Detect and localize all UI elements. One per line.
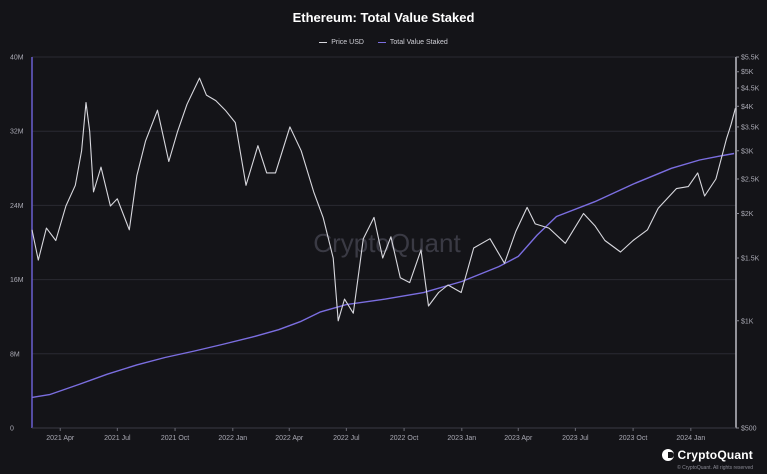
right-axis-tick-label: $500 — [741, 426, 757, 433]
cryptoquant-logo-icon — [662, 449, 675, 461]
brand-logo: CryptoQuant — [662, 448, 753, 462]
x-axis-tick-label: 2023 Oct — [619, 435, 647, 442]
right-axis-tick-label: $3.5K — [741, 124, 760, 131]
right-axis-tick-label: $4K — [741, 104, 754, 111]
right-axis-tick-label: $5.5K — [741, 55, 760, 62]
chart-legend: Price USD Total Value Staked — [0, 38, 767, 46]
watermark-text: CryptoQuant — [313, 228, 461, 258]
legend-label-staked: Total Value Staked — [389, 39, 448, 46]
x-axis-tick-label: 2022 Jan — [218, 435, 247, 442]
left-axis-tick-label: 8M — [10, 351, 20, 358]
x-axis-tick-label: 2023 Jan — [447, 435, 476, 442]
x-axis-tick-label: 2021 Jul — [104, 435, 131, 442]
right-axis-tick-label: $1K — [741, 318, 754, 325]
left-axis-tick-label: 16M — [10, 277, 24, 284]
x-axis-tick-label: 2022 Jul — [333, 435, 360, 442]
right-axis-tick-label: $2K — [741, 211, 754, 218]
x-axis-tick-label: 2023 Apr — [504, 435, 533, 442]
series-line-price-usd — [31, 77, 736, 322]
chart-title: Ethereum: Total Value Staked — [292, 10, 475, 25]
legend-item-price[interactable]: Price USD — [319, 39, 364, 46]
legend-swatch-price — [319, 42, 328, 43]
left-axis-tick-label: 40M — [10, 55, 24, 62]
x-axis-tick-label: 2024 Jan — [676, 435, 705, 442]
left-axis-tick-label: 24M — [10, 203, 24, 210]
left-axis-tick-label: 0 — [10, 426, 14, 433]
left-axis-tick-label: 32M — [10, 129, 24, 136]
x-axis-tick-label: 2023 Jul — [562, 435, 589, 442]
right-axis-tick-label: $1.5K — [741, 256, 760, 263]
copyright-text: © CryptoQuant. All rights reserved — [677, 465, 753, 471]
x-axis-tick-label: 2022 Apr — [275, 435, 304, 442]
x-axis-tick-label: 2022 Oct — [390, 435, 418, 442]
right-axis-tick-label: $2.5K — [741, 176, 760, 183]
legend-label-price: Price USD — [331, 39, 364, 46]
right-axis-tick-label: $3K — [741, 148, 754, 155]
right-axis-tick-label: $4.5K — [741, 86, 760, 93]
legend-item-total-value-staked[interactable]: Total Value Staked — [377, 39, 448, 46]
x-axis-tick-label: 2021 Oct — [161, 435, 189, 442]
brand-name: CryptoQuant — [677, 448, 753, 462]
series-line-total-value-staked — [31, 152, 735, 399]
right-axis-tick-label: $5K — [741, 69, 754, 76]
legend-swatch-staked — [377, 42, 386, 43]
x-axis-tick-label: 2021 Apr — [46, 435, 75, 442]
